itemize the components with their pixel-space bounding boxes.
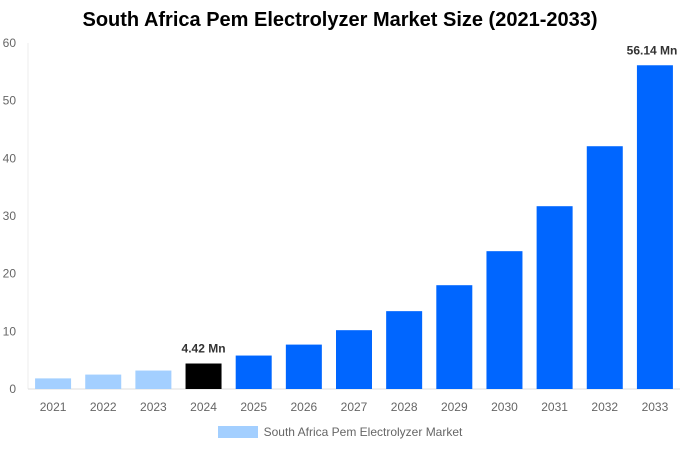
bar-2021 <box>35 378 72 389</box>
bar-2025 <box>235 355 272 389</box>
bar-2027 <box>336 330 372 389</box>
y-tick-label: 40 <box>3 151 17 165</box>
bar-2030 <box>486 251 523 389</box>
y-tick-label: 60 <box>3 36 17 50</box>
x-tick-label: 2022 <box>90 400 117 414</box>
x-tick-label: 2032 <box>591 400 618 414</box>
x-tick-label: 2024 <box>190 400 217 414</box>
y-tick-label: 0 <box>9 382 16 396</box>
x-tick-label: 2021 <box>40 400 67 414</box>
y-tick-label: 50 <box>3 94 17 108</box>
legend-label: South Africa Pem Electrolyzer Market <box>263 425 463 439</box>
y-tick-label: 10 <box>3 324 17 338</box>
x-tick-label: 2031 <box>541 400 568 414</box>
legend-swatch <box>217 426 258 438</box>
y-tick-label: 30 <box>3 209 17 223</box>
bar-2029 <box>436 285 473 389</box>
x-tick-label: 2028 <box>391 400 418 414</box>
x-tick-label: 2025 <box>240 400 267 414</box>
data-label: 4.42 Mn <box>182 342 226 356</box>
bar-2023 <box>135 370 172 389</box>
bar-2022 <box>85 374 122 389</box>
bar-2028 <box>386 311 423 389</box>
y-tick-label: 20 <box>3 267 17 281</box>
x-tick-label: 2027 <box>341 400 368 414</box>
x-tick-label: 2026 <box>290 400 317 414</box>
legend: South Africa Pem Electrolyzer Market <box>0 425 680 439</box>
bar-2033 <box>636 65 673 389</box>
bar-2024 <box>185 363 222 389</box>
x-tick-label: 2030 <box>491 400 518 414</box>
chart-title: South Africa Pem Electrolyzer Market Siz… <box>82 9 598 31</box>
bar-2026 <box>285 344 322 389</box>
x-tick-label: 2033 <box>642 400 669 414</box>
bar-2032 <box>586 146 623 389</box>
bar-2031 <box>536 206 573 389</box>
x-tick-label: 2029 <box>441 400 468 414</box>
x-tick-label: 2023 <box>140 400 167 414</box>
data-label: 56.14 Mn <box>627 43 678 57</box>
